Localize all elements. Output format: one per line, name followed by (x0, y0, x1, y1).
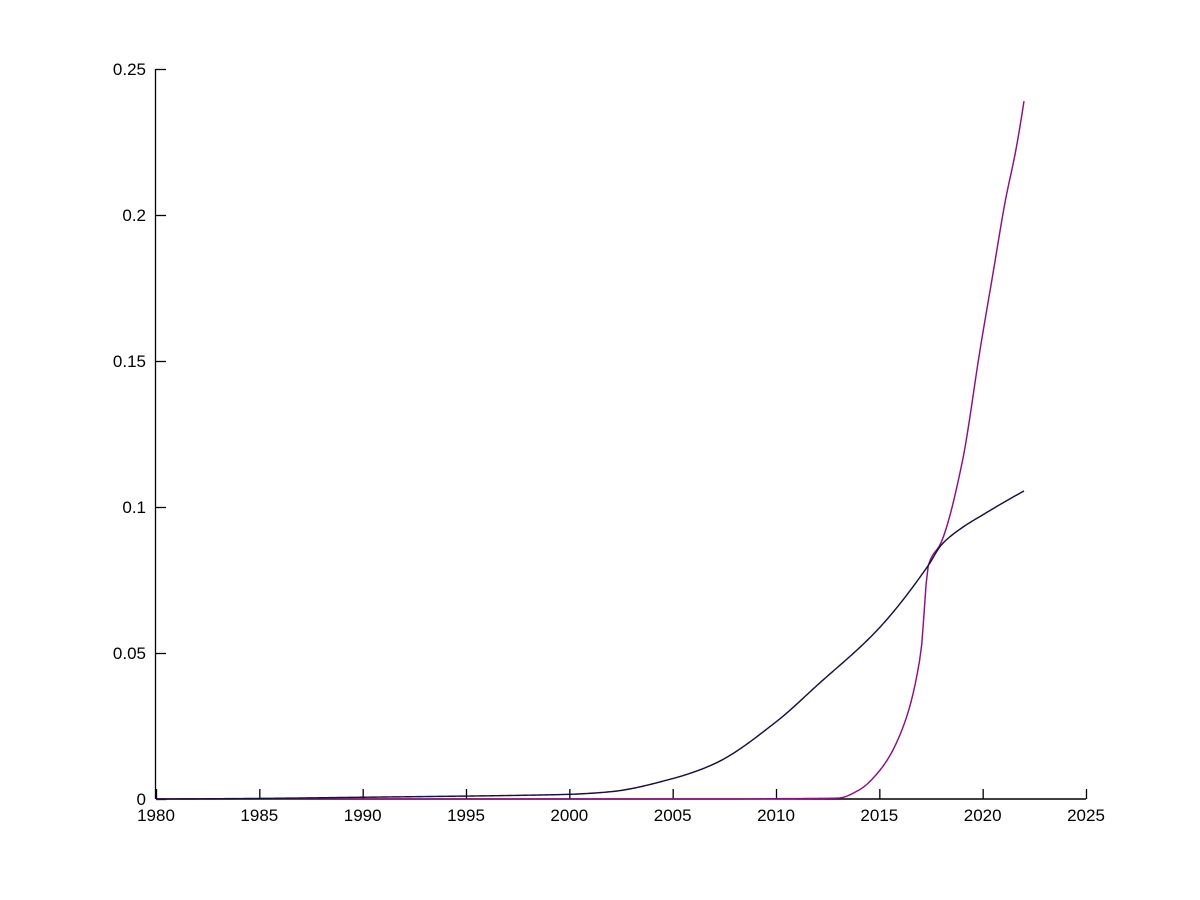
svg-text:1995: 1995 (447, 806, 485, 825)
svg-text:0.1: 0.1 (122, 498, 146, 517)
svg-text:2025: 2025 (1067, 806, 1105, 825)
svg-text:0: 0 (137, 790, 146, 809)
svg-text:2015: 2015 (860, 806, 898, 825)
svg-text:0.2: 0.2 (122, 206, 146, 225)
svg-text:2005: 2005 (654, 806, 692, 825)
svg-text:0.05: 0.05 (113, 644, 146, 663)
svg-text:0.25: 0.25 (113, 60, 146, 79)
svg-text:2000: 2000 (550, 806, 588, 825)
svg-text:1990: 1990 (344, 806, 382, 825)
svg-text:2020: 2020 (964, 806, 1002, 825)
svg-text:0.15: 0.15 (113, 352, 146, 371)
svg-text:1985: 1985 (240, 806, 278, 825)
svg-text:2010: 2010 (757, 806, 795, 825)
